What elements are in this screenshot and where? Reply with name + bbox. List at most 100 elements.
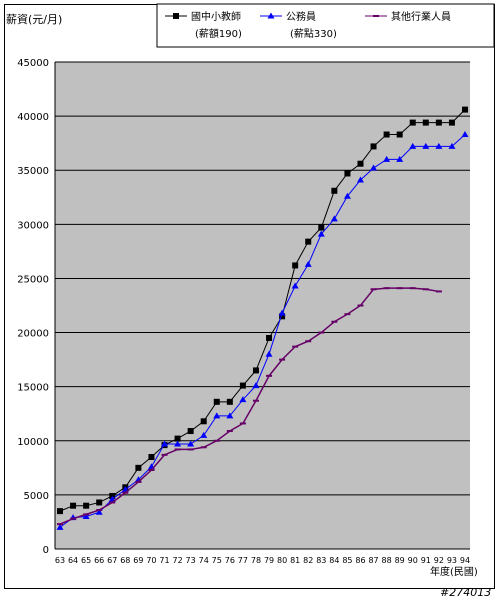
data-point <box>266 334 273 341</box>
data-point <box>422 142 430 149</box>
data-point <box>330 215 338 222</box>
data-point <box>174 435 181 442</box>
x-tick-labels: 63 64 65 66 67 68 69 70 71 72 73 74 75 76 77 78 79 80 81 82… <box>55 556 470 565</box>
data-point <box>174 448 181 451</box>
y-tick-label: 10000 <box>17 437 49 448</box>
y-tick-label: 5000 <box>24 491 49 502</box>
x-tick-label: 76 <box>225 556 235 565</box>
x-tick-label: 82 <box>303 556 313 565</box>
series-line <box>59 134 466 528</box>
data-point <box>343 192 351 199</box>
data-point <box>373 15 379 17</box>
data-point <box>96 509 103 512</box>
legend-label: 公務員 <box>286 10 316 23</box>
data-point <box>108 495 116 502</box>
legend-item: 公務員 (薪點330) <box>260 10 337 40</box>
y-tick-label: 35000 <box>17 166 49 177</box>
data-point <box>292 345 299 348</box>
data-point <box>344 170 351 177</box>
data-point <box>57 523 63 526</box>
data-point <box>291 282 299 289</box>
plot-area <box>55 62 470 549</box>
data-point <box>83 513 90 516</box>
legend-item: 其他行業人員 <box>365 10 451 23</box>
data-point <box>252 367 259 374</box>
legend-sublabel: (薪點330) <box>290 27 337 40</box>
data-point <box>265 350 273 357</box>
x-tick-label: 79 <box>264 556 274 565</box>
data-point <box>226 398 233 405</box>
data-point <box>331 187 338 194</box>
data-point <box>135 464 142 471</box>
x-tick-label: 87 <box>368 556 378 565</box>
data-point <box>383 155 391 162</box>
data-point <box>200 446 207 449</box>
data-point <box>252 399 259 402</box>
data-point <box>267 12 275 19</box>
data-point <box>357 304 364 307</box>
legend-box <box>156 3 495 48</box>
data-point <box>226 430 233 433</box>
y-tick-label: 45000 <box>17 58 49 69</box>
x-tick-label: 88 <box>382 556 392 565</box>
data-point <box>148 468 155 471</box>
data-point <box>448 119 455 126</box>
data-point <box>317 230 325 237</box>
x-tick-label: 70 <box>146 556 156 565</box>
x-tick-label: 67 <box>107 556 117 565</box>
data-point <box>305 238 312 245</box>
data-point <box>187 440 195 447</box>
series-3 <box>57 287 442 526</box>
data-point <box>461 131 469 138</box>
data-point <box>213 412 221 419</box>
data-point <box>70 517 77 520</box>
y-tick-labels: 0 5000 10000 15000 20000 25000 30000 35000 40000… <box>17 58 49 556</box>
data-point <box>239 396 247 403</box>
data-point <box>383 287 390 290</box>
x-tick-label: 65 <box>81 556 91 565</box>
data-point <box>370 288 377 291</box>
data-point <box>409 142 417 149</box>
x-tick-label: 81 <box>290 556 300 565</box>
y-tick-label: 20000 <box>17 329 49 340</box>
x-tick-label: 83 <box>316 556 326 565</box>
data-point <box>278 309 286 316</box>
data-point <box>292 262 299 269</box>
x-tick-label: 86 <box>355 556 365 565</box>
data-point <box>187 428 194 435</box>
data-point <box>383 131 390 138</box>
data-point <box>370 143 377 150</box>
data-point <box>56 523 64 530</box>
legend-label: 國中小教師 <box>191 10 241 23</box>
y-tick-label: 40000 <box>17 112 49 123</box>
data-point <box>357 160 364 167</box>
x-tick-label: 71 <box>159 556 169 565</box>
data-point <box>435 142 443 149</box>
data-point <box>396 131 403 138</box>
x-tick-label: 94 <box>460 556 470 565</box>
data-point <box>57 508 63 515</box>
x-tick-label: 90 <box>408 556 418 565</box>
data-point <box>448 142 456 149</box>
x-tick-label: 73 <box>186 556 196 565</box>
x-tick-label: 64 <box>68 556 78 565</box>
x-tick-label: 84 <box>329 556 339 565</box>
data-point <box>305 340 312 343</box>
data-point <box>174 440 182 447</box>
legend-label: 其他行業人員 <box>391 10 451 23</box>
series-1 <box>57 106 468 515</box>
data-point <box>109 501 116 504</box>
grid-lines <box>54 61 470 550</box>
data-point <box>344 313 351 316</box>
data-point <box>435 290 442 293</box>
data-point <box>396 155 404 162</box>
y-axis-title: 薪資(元/月) <box>6 13 62 26</box>
x-tick-label: 89 <box>395 556 405 565</box>
data-point <box>148 454 155 461</box>
x-tick-label: 69 <box>133 556 143 565</box>
x-tick-label: 74 <box>199 556 209 565</box>
data-point <box>435 119 442 126</box>
data-point <box>252 382 260 389</box>
data-point <box>396 287 403 290</box>
